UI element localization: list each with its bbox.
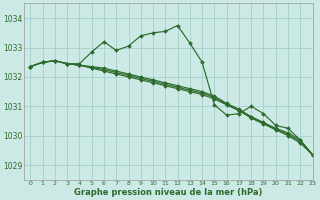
X-axis label: Graphe pression niveau de la mer (hPa): Graphe pression niveau de la mer (hPa) [74,188,263,197]
